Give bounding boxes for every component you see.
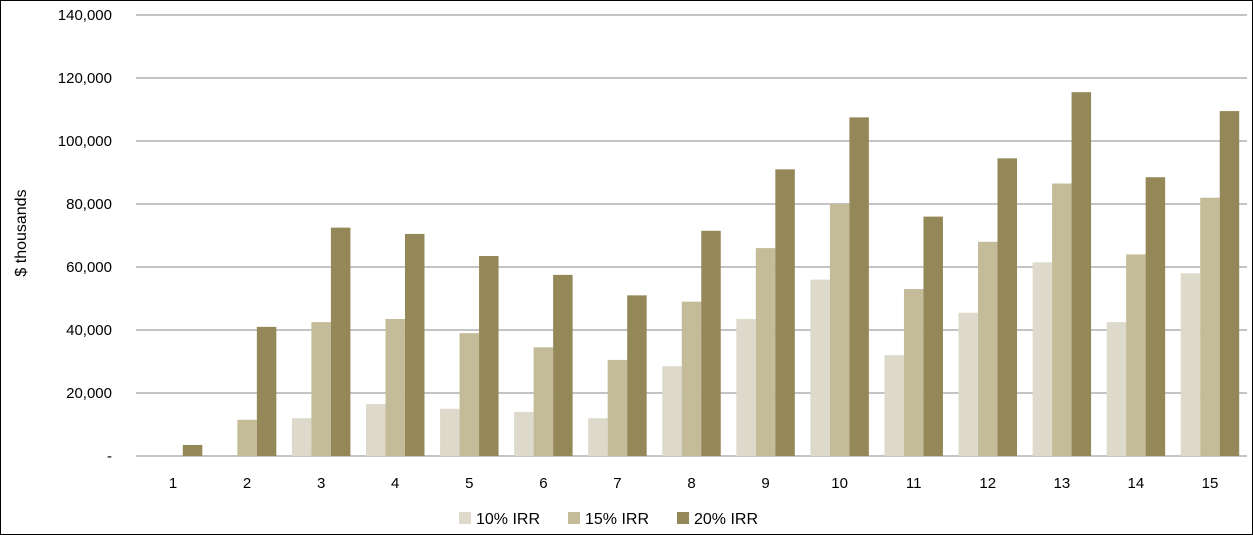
bar [256,326,277,456]
x-tick-label: 8 [687,475,695,492]
bar [1145,177,1166,456]
bar [849,117,869,456]
bar [553,274,573,456]
bar [829,204,850,456]
x-tick-label: 6 [539,475,547,492]
bar [775,169,795,456]
bar [533,347,554,456]
bar [923,216,943,456]
bar [662,366,682,456]
bar [311,322,331,456]
x-tick-label: 13 [1053,475,1070,492]
bar [514,411,534,456]
bar [1106,322,1127,456]
bar [1200,197,1220,456]
x-tick-label: 10 [831,475,848,492]
bar [1032,262,1053,456]
x-tick-label: 5 [465,475,473,492]
x-tick-label: 15 [1202,475,1219,492]
legend-label: 15% IRR [585,511,649,528]
bar [978,241,998,456]
y-axis-title: $ thousands [13,189,30,276]
x-tick-label: 1 [169,475,177,492]
y-tick-label: 120,000 [58,70,112,87]
bar [1052,183,1072,456]
bar [627,295,647,456]
bar [701,230,721,456]
bar [404,233,425,456]
bar [330,227,351,456]
bar [958,312,979,456]
bar [588,418,608,456]
bar [884,355,904,456]
y-tick-label: 20,000 [66,385,112,402]
bar [385,318,405,456]
bars [182,92,1240,457]
x-tick-label: 14 [1128,475,1145,492]
bar [1180,273,1201,456]
bar [237,419,257,456]
x-tick-label: 3 [317,475,325,492]
bar [1126,254,1146,456]
legend-swatch [677,512,689,524]
x-tick-label: 2 [243,475,251,492]
legend-label: 10% IRR [476,511,540,528]
bar [810,279,830,456]
bar [479,255,499,456]
x-axis-tick-labels: 1 2 3 4 5 6 7 8 9 10 11 12 13 14 15 [169,475,1218,492]
x-tick-label: 11 [906,475,922,492]
legend: 10% IRR 15% IRR 20% IRR [459,511,758,528]
y-tick-label: - [107,448,112,465]
y-tick-label: 100,000 [58,133,112,150]
bar [755,248,776,456]
y-tick-label: 80,000 [66,196,112,213]
bar [681,301,702,456]
bar [997,158,1018,456]
bar [365,404,386,456]
bar [291,418,312,456]
bar [182,444,203,456]
legend-swatch [568,512,580,524]
x-tick-label: 12 [979,475,996,492]
x-tick-label: 9 [761,475,769,492]
x-tick-label: 7 [613,475,621,492]
x-tick-label: 4 [391,475,399,492]
y-axis-tick-labels: - 20,000 40,000 60,000 80,000 100,000 120,000 1… [58,7,112,465]
bar [607,359,628,456]
bar [459,333,480,456]
y-tick-label: 60,000 [66,259,112,276]
bar [1071,92,1092,457]
y-tick-label: 140,000 [58,7,112,24]
y-tick-label: 40,000 [66,322,112,339]
legend-label: 20% IRR [694,511,758,528]
bar [1219,111,1240,456]
bar [440,408,460,456]
bar [903,289,924,456]
bar [736,318,756,456]
legend-swatch [459,512,471,524]
